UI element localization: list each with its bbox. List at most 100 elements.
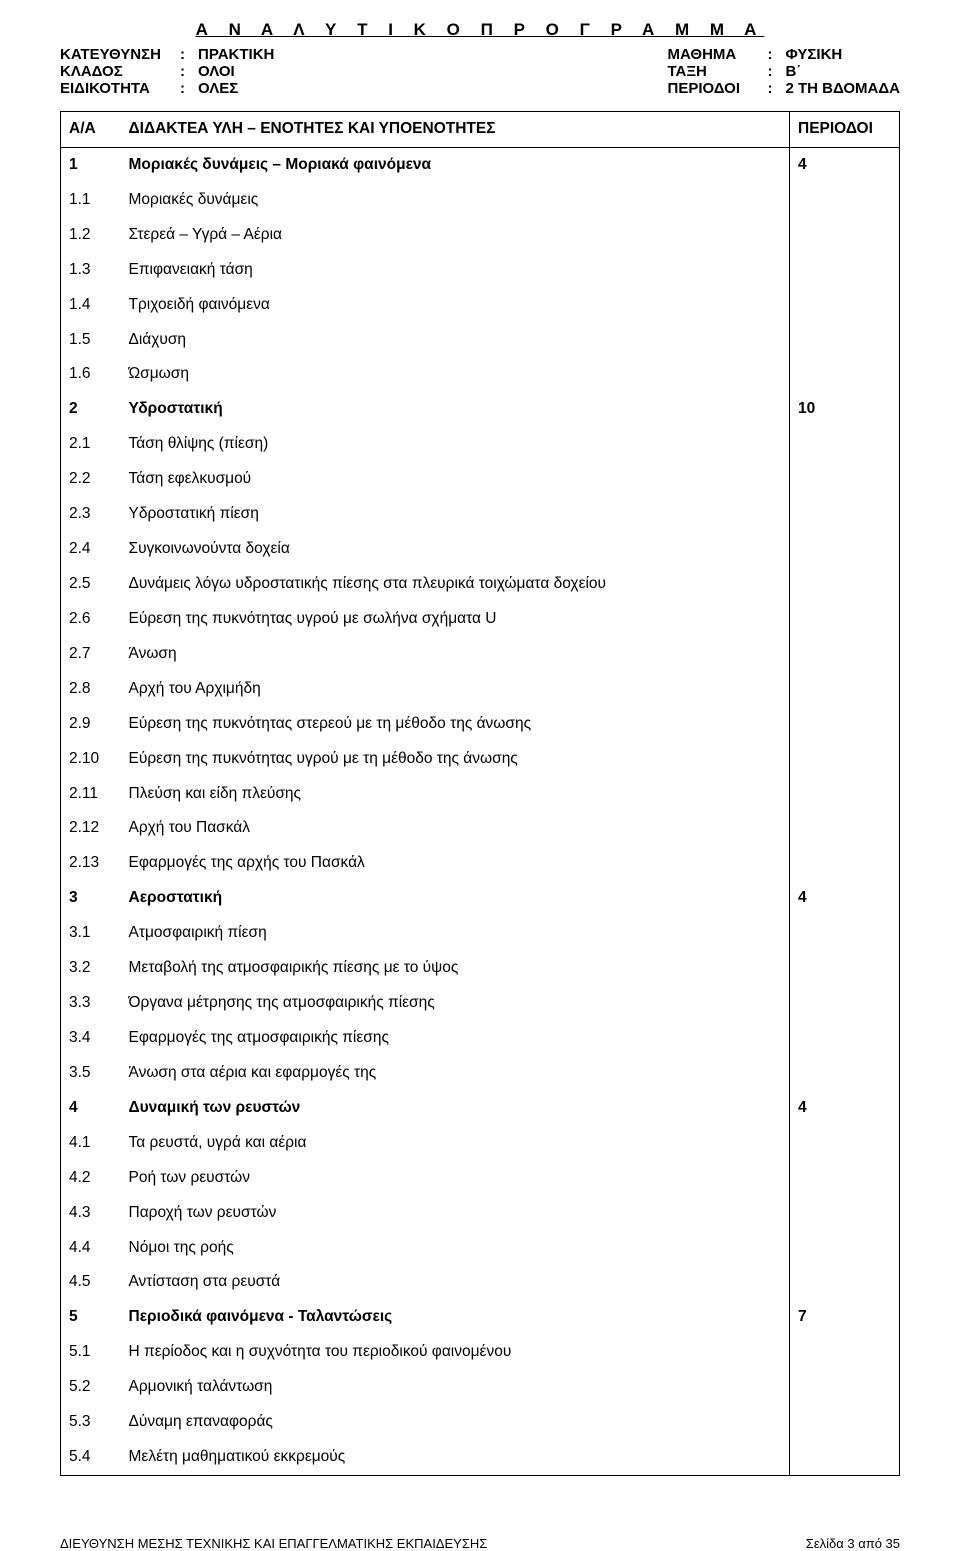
cell-periods [790, 951, 900, 986]
cell-periods [790, 253, 900, 288]
cell-aa: 2.3 [61, 497, 121, 532]
cell-aa: 2.9 [61, 707, 121, 742]
table-row: 4.1Τα ρευστά, υγρά και αέρια [61, 1126, 900, 1161]
cell-periods [790, 742, 900, 777]
cell-topic: Αρχή του Πασκάλ [121, 811, 790, 846]
meta-value: 2 ΤΗ ΒΔΟΜΑΔΑ [786, 80, 901, 97]
cell-aa: 5.1 [61, 1335, 121, 1370]
meta-row: ΤΑΞΗ: Β΄ [668, 63, 901, 80]
cell-aa: 3.5 [61, 1056, 121, 1091]
table-row: 3.5Άνωση στα αέρια και εφαρμογές της [61, 1056, 900, 1091]
cell-topic: Ώσμωση [121, 357, 790, 392]
cell-topic: Συγκοινωνούντα δοχεία [121, 532, 790, 567]
table-row: 2.10Εύρεση της πυκνότητας υγρού με τη μέ… [61, 742, 900, 777]
cell-topic: Μοριακές δυνάμεις [121, 183, 790, 218]
cell-topic: Παροχή των ρευστών [121, 1196, 790, 1231]
meta-sep: : [768, 80, 786, 97]
meta-row: ΚΛΑΔΟΣ: ΟΛΟΙ [60, 63, 274, 80]
meta-value: ΟΛΕΣ [198, 80, 238, 97]
cell-topic: Η περίοδος και η συχνότητα του περιοδικο… [121, 1335, 790, 1370]
cell-topic: Διάχυση [121, 323, 790, 358]
meta-block: ΚΑΤΕΥΘΥΝΣΗ: ΠΡΑΚΤΙΚΗΚΛΑΔΟΣ: ΟΛΟΙΕΙΔΙΚΟΤΗ… [60, 46, 900, 97]
cell-topic: Αεροστατική [121, 881, 790, 916]
cell-topic: Τα ρευστά, υγρά και αέρια [121, 1126, 790, 1161]
cell-periods [790, 986, 900, 1021]
cell-aa: 3.2 [61, 951, 121, 986]
table-row: 2.1Τάση θλίψης (πίεση) [61, 427, 900, 462]
cell-periods [790, 567, 900, 602]
page-footer: ΔΙΕΥΘΥΝΣΗ ΜΕΣΗΣ ΤΕΧΝΙΚΗΣ ΚΑΙ ΕΠΑΓΓΕΛΜΑΤΙ… [0, 1500, 960, 1551]
meta-label: ΤΑΞΗ [668, 63, 768, 80]
cell-periods [790, 1405, 900, 1440]
table-body: 1Μοριακές δυνάμεις – Μοριακά φαινόμενα41… [61, 147, 900, 1475]
cell-aa: 2.2 [61, 462, 121, 497]
table-row: 1.6Ώσμωση [61, 357, 900, 392]
cell-topic: Εφαρμογές της ατμοσφαιρικής πίεσης [121, 1021, 790, 1056]
cell-topic: Στερεά – Υγρά – Αέρια [121, 218, 790, 253]
cell-topic: Εύρεση της πυκνότητας υγρού με σωλήνα σχ… [121, 602, 790, 637]
cell-periods [790, 427, 900, 462]
cell-aa: 2.10 [61, 742, 121, 777]
cell-periods [790, 462, 900, 497]
cell-periods [790, 637, 900, 672]
cell-aa: 2.7 [61, 637, 121, 672]
cell-aa: 1.1 [61, 183, 121, 218]
cell-periods [790, 777, 900, 812]
meta-row: ΜΑΘΗΜΑ: ΦΥΣΙΚΗ [668, 46, 901, 63]
cell-aa: 2.13 [61, 846, 121, 881]
cell-aa: 2 [61, 392, 121, 427]
cell-aa: 2.8 [61, 672, 121, 707]
table-row: 5Περιοδικά φαινόμενα - Ταλαντώσεις7 [61, 1300, 900, 1335]
cell-periods [790, 323, 900, 358]
cell-aa: 1.6 [61, 357, 121, 392]
cell-aa: 2.1 [61, 427, 121, 462]
footer-left: ΔΙΕΥΘΥΝΣΗ ΜΕΣΗΣ ΤΕΧΝΙΚΗΣ ΚΑΙ ΕΠΑΓΓΕΛΜΑΤΙ… [60, 1536, 487, 1551]
table-row: 5.3Δύναμη επαναφοράς [61, 1405, 900, 1440]
cell-periods [790, 1161, 900, 1196]
meta-sep: : [180, 46, 198, 63]
cell-periods [790, 846, 900, 881]
cell-periods [790, 1021, 900, 1056]
cell-aa: 2.11 [61, 777, 121, 812]
cell-aa: 1.2 [61, 218, 121, 253]
table-header-row: Α/Α ΔΙΔΑΚΤΕΑ ΥΛΗ – ΕΝΟΤΗΤΕΣ ΚΑΙ ΥΠΟΕΝΟΤΗ… [61, 112, 900, 148]
cell-topic: Αντίσταση στα ρευστά [121, 1265, 790, 1300]
cell-periods [790, 1440, 900, 1475]
cell-periods [790, 183, 900, 218]
table-row: 4.2Ροή των ρευστών [61, 1161, 900, 1196]
meta-row: ΚΑΤΕΥΘΥΝΣΗ: ΠΡΑΚΤΙΚΗ [60, 46, 274, 63]
meta-sep: : [180, 80, 198, 97]
cell-periods [790, 602, 900, 637]
cell-periods: 4 [790, 147, 900, 182]
table-row: 5.1Η περίοδος και η συχνότητα του περιοδ… [61, 1335, 900, 1370]
cell-topic: Άνωση [121, 637, 790, 672]
col-header-aa: Α/Α [61, 112, 121, 148]
cell-topic: Εύρεση της πυκνότητας υγρού με τη μέθοδο… [121, 742, 790, 777]
col-header-topic: ΔΙΔΑΚΤΕΑ ΥΛΗ – ΕΝΟΤΗΤΕΣ ΚΑΙ ΥΠΟΕΝΟΤΗΤΕΣ [121, 112, 790, 148]
table-row: 3.1Ατμοσφαιρική πίεση [61, 916, 900, 951]
cell-topic: Μελέτη μαθηματικού εκκρεμούς [121, 1440, 790, 1475]
meta-right-col: ΜΑΘΗΜΑ: ΦΥΣΙΚΗΤΑΞΗ: Β΄ΠΕΡΙΟΔΟΙ: 2 ΤΗ ΒΔΟ… [668, 46, 901, 97]
table-row: 1.5Διάχυση [61, 323, 900, 358]
cell-periods [790, 357, 900, 392]
cell-periods [790, 1231, 900, 1266]
cell-aa: 3.3 [61, 986, 121, 1021]
meta-value: ΦΥΣΙΚΗ [786, 46, 843, 63]
table-row: 2.8Αρχή του Αρχιμήδη [61, 672, 900, 707]
cell-periods [790, 288, 900, 323]
table-row: 1.1Μοριακές δυνάμεις [61, 183, 900, 218]
cell-periods [790, 1196, 900, 1231]
cell-periods [790, 916, 900, 951]
cell-aa: 2.5 [61, 567, 121, 602]
curriculum-table: Α/Α ΔΙΔΑΚΤΕΑ ΥΛΗ – ΕΝΟΤΗΤΕΣ ΚΑΙ ΥΠΟΕΝΟΤΗ… [60, 111, 900, 1476]
table-row: 5.4Μελέτη μαθηματικού εκκρεμούς [61, 1440, 900, 1475]
cell-aa: 5 [61, 1300, 121, 1335]
cell-periods [790, 1126, 900, 1161]
table-row: 2.9Εύρεση της πυκνότητας στερεού με τη μ… [61, 707, 900, 742]
cell-topic: Μεταβολή της ατμοσφαιρικής πίεσης με το … [121, 951, 790, 986]
col-header-periods: ΠΕΡΙΟΔΟΙ [790, 112, 900, 148]
cell-periods [790, 707, 900, 742]
cell-topic: Υδροστατική [121, 392, 790, 427]
cell-topic: Αρχή του Αρχιμήδη [121, 672, 790, 707]
cell-topic: Περιοδικά φαινόμενα - Ταλαντώσεις [121, 1300, 790, 1335]
